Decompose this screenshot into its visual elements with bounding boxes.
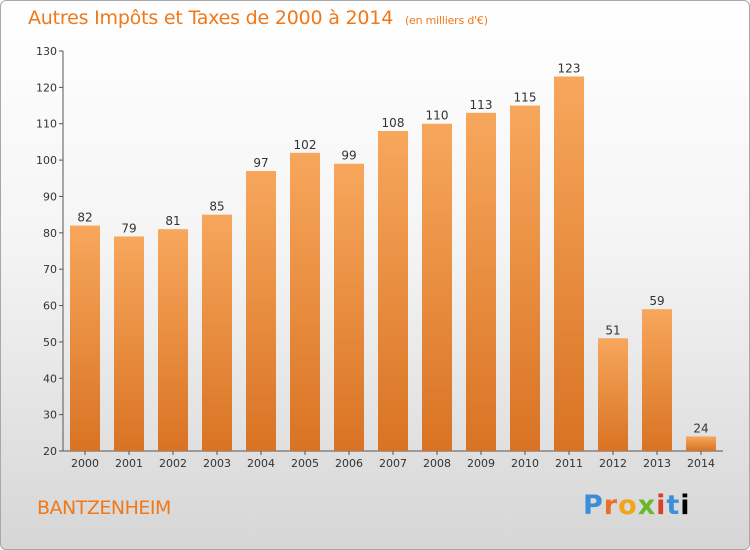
x-tick-label: 2008 xyxy=(423,457,451,470)
bar xyxy=(334,163,364,451)
data-labels: 82 79 81 85 97 102 99 108 110 113 115 123 51 59 24 xyxy=(77,61,708,435)
bar-value-label: 85 xyxy=(209,200,224,214)
bar xyxy=(510,105,540,451)
x-tick-label: 2003 xyxy=(203,457,231,470)
chart-title: Autres Impôts et Taxes de 2000 à 2014 (e… xyxy=(28,7,488,29)
bar xyxy=(70,225,100,451)
y-tick-label: 30 xyxy=(43,409,57,422)
bar-value-label: 51 xyxy=(605,323,620,337)
x-tick-label: 2002 xyxy=(159,457,187,470)
x-tick-label: 2001 xyxy=(115,457,143,470)
bar xyxy=(290,152,320,451)
bar-value-label: 113 xyxy=(470,98,493,112)
bar-value-label: 79 xyxy=(121,221,136,235)
bar-value-label: 82 xyxy=(77,211,92,225)
y-tick-label: 120 xyxy=(36,81,57,94)
logo-letter: P xyxy=(583,490,604,521)
y-tick-label: 40 xyxy=(43,372,57,385)
bar-value-label: 110 xyxy=(426,109,449,123)
bar xyxy=(598,338,628,451)
bar-value-label: 108 xyxy=(382,116,405,130)
logo-letter: x xyxy=(637,490,657,521)
bar-value-label: 81 xyxy=(165,214,180,228)
bar-value-label: 102 xyxy=(294,138,317,152)
commune-name: BANTZENHEIM xyxy=(37,497,171,519)
bar xyxy=(378,131,408,451)
bar xyxy=(202,214,232,451)
y-tick-label: 110 xyxy=(36,118,57,131)
x-tick-label: 2013 xyxy=(643,457,671,470)
bar xyxy=(422,123,452,452)
logo-letter: t xyxy=(666,490,681,521)
x-tick-label: 2014 xyxy=(687,457,715,470)
bar-value-label: 97 xyxy=(253,156,268,170)
bar xyxy=(158,229,188,451)
y-tick-label: 20 xyxy=(43,445,57,458)
y-tick-label: 80 xyxy=(43,227,57,240)
logo-letter: o xyxy=(618,490,638,521)
y-tick-label: 60 xyxy=(43,300,57,313)
x-tick-label: 2012 xyxy=(599,457,627,470)
bar-value-label: 123 xyxy=(558,61,581,75)
bar xyxy=(554,76,584,452)
y-tick-label: 130 xyxy=(36,45,57,58)
x-tick-label: 2005 xyxy=(291,457,319,470)
bar xyxy=(466,112,496,452)
y-tick-label: 70 xyxy=(43,263,57,276)
bar-value-label: 59 xyxy=(649,294,664,308)
x-tick-label: 2006 xyxy=(335,457,363,470)
bar xyxy=(114,236,144,451)
bar xyxy=(246,171,276,451)
bar-value-label: 99 xyxy=(341,149,356,163)
logo-letter: i xyxy=(656,490,667,521)
y-tick-label: 50 xyxy=(43,336,57,349)
x-tick-label: 2011 xyxy=(555,457,583,470)
proxiti-logo: Proxiti xyxy=(583,490,691,521)
x-tick-label: 2009 xyxy=(467,457,495,470)
logo-letter: r xyxy=(603,490,619,521)
y-tick-label: 90 xyxy=(43,190,57,203)
bars xyxy=(70,76,716,452)
x-tick-label: 2007 xyxy=(379,457,407,470)
bar-value-label: 115 xyxy=(514,91,537,105)
bar-value-label: 24 xyxy=(693,421,708,435)
x-tick-label: 2004 xyxy=(247,457,275,470)
bar xyxy=(686,436,716,451)
y-tick-label: 100 xyxy=(36,154,57,167)
bar xyxy=(642,309,672,451)
chart-title-text: Autres Impôts et Taxes de 2000 à 2014 xyxy=(28,7,394,29)
x-tick-label: 2010 xyxy=(511,457,539,470)
x-tick-label: 2000 xyxy=(71,457,99,470)
logo-letter: i xyxy=(680,490,691,521)
chart-unit: (en milliers d'€) xyxy=(404,14,488,27)
